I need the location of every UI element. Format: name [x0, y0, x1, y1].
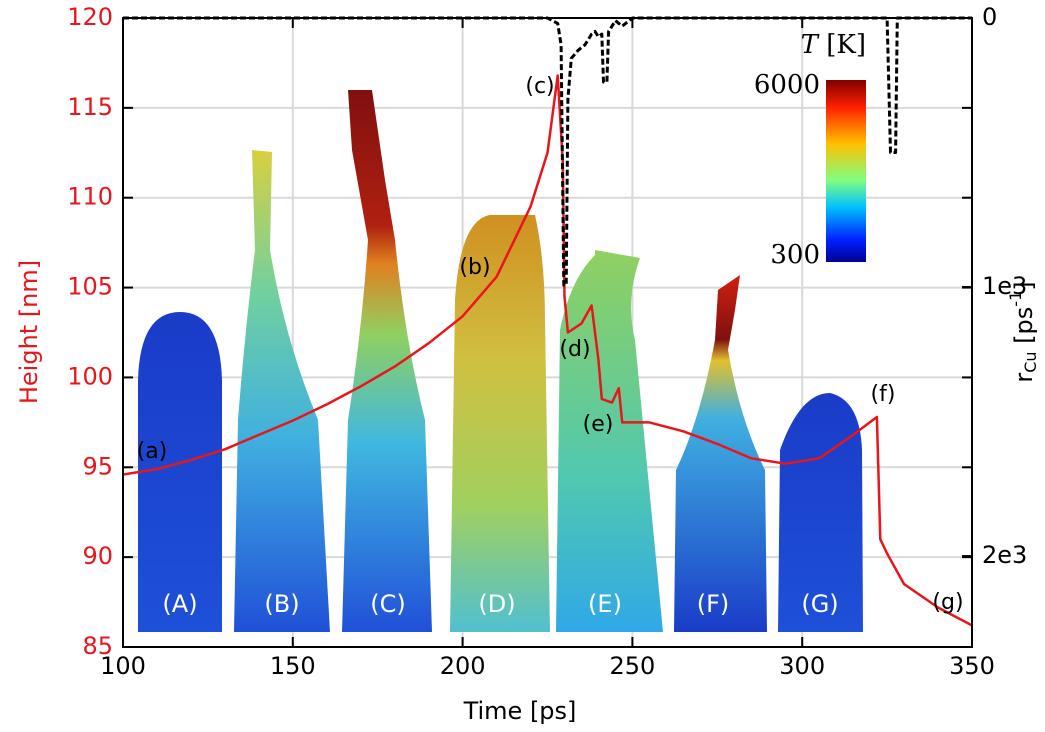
- x-tick-label: 350: [949, 652, 995, 680]
- y-tick-label: 115: [67, 93, 113, 121]
- y2-label-part: ]: [1010, 281, 1038, 290]
- snapshot-shape: [450, 215, 550, 632]
- x-tick-label: 200: [440, 652, 486, 680]
- y2-tick-label: 1e3: [982, 272, 1027, 300]
- lines: [122, 16, 973, 627]
- annotation: (f): [871, 382, 896, 407]
- snapshot-label: (A): [162, 590, 197, 618]
- snapshot-shape: [342, 90, 432, 632]
- annotation: (g): [932, 590, 963, 615]
- y2-label-part: Cu: [1021, 351, 1040, 372]
- y-tick-label: 105: [67, 273, 113, 301]
- y-tick-label: 95: [82, 452, 113, 480]
- x-tick-label: 150: [270, 652, 316, 680]
- colorbar-title-symbol: T: [801, 30, 820, 60]
- snapshot-label: (G): [801, 590, 838, 618]
- snapshot-label: (C): [370, 590, 405, 618]
- y-tick-label: 110: [67, 183, 113, 211]
- y2-tick-label: 2e3: [982, 541, 1027, 569]
- series-line: [123, 16, 972, 287]
- y2-label-part: r: [1010, 373, 1038, 383]
- y2-label-part: [ps: [1010, 307, 1038, 352]
- x-tick-label: 100: [100, 652, 146, 680]
- colorbar-scale: [826, 80, 866, 262]
- colorbar-title-unit: [K]: [818, 30, 866, 60]
- annotations: (a) (b) (c) (d) (e) (f) (g): [137, 74, 964, 615]
- axes: 100 150 200 250 300 350 85 90 95 100 105 110 115 120 0…: [67, 3, 1027, 680]
- y-tick-label: 85: [82, 632, 113, 660]
- snapshots: (A) (B) (C) (D) (E) (F) (G): [138, 90, 863, 632]
- x-tick-label: 250: [609, 652, 655, 680]
- plot-frame: [122, 17, 973, 648]
- snapshot-shape: [778, 393, 863, 632]
- colorbar-tick-label: 300: [770, 240, 820, 270]
- snapshot-label: (B): [264, 590, 299, 618]
- y-axis-label: Height [nm]: [15, 260, 43, 404]
- y-tick-label: 100: [67, 362, 113, 390]
- annotation: (c): [525, 74, 554, 99]
- y-tick-label: 120: [67, 3, 113, 31]
- y-tick-label: 90: [82, 542, 113, 570]
- y2-axis-label: rCu [ps-1]: [1006, 281, 1040, 382]
- colorbar-title: T [K]: [801, 30, 866, 60]
- snapshot-shape: [234, 150, 330, 632]
- colorbar-tick-label: 6000: [754, 70, 820, 100]
- snapshot-label: (F): [697, 590, 730, 618]
- x-tick-label: 300: [779, 652, 825, 680]
- annotation: (a): [137, 439, 168, 464]
- colorbar: T [K] 6000 300: [754, 30, 866, 270]
- snapshot-shape: [674, 275, 767, 632]
- y2-label-part: -1: [1006, 291, 1025, 307]
- x-axis-label: Time [ps]: [463, 697, 577, 725]
- snapshot-shape: [556, 250, 663, 632]
- annotation: (b): [459, 255, 490, 280]
- annotation: (e): [583, 412, 614, 437]
- annotation: (d): [559, 337, 590, 362]
- snapshot-shape: [138, 312, 222, 632]
- snapshot-label: (E): [588, 590, 622, 618]
- colorbar-ticks: 6000 300: [754, 70, 820, 270]
- y2-tick-label: 0: [982, 3, 997, 31]
- series-line: [122, 74, 973, 627]
- snapshot-label: (D): [478, 590, 515, 618]
